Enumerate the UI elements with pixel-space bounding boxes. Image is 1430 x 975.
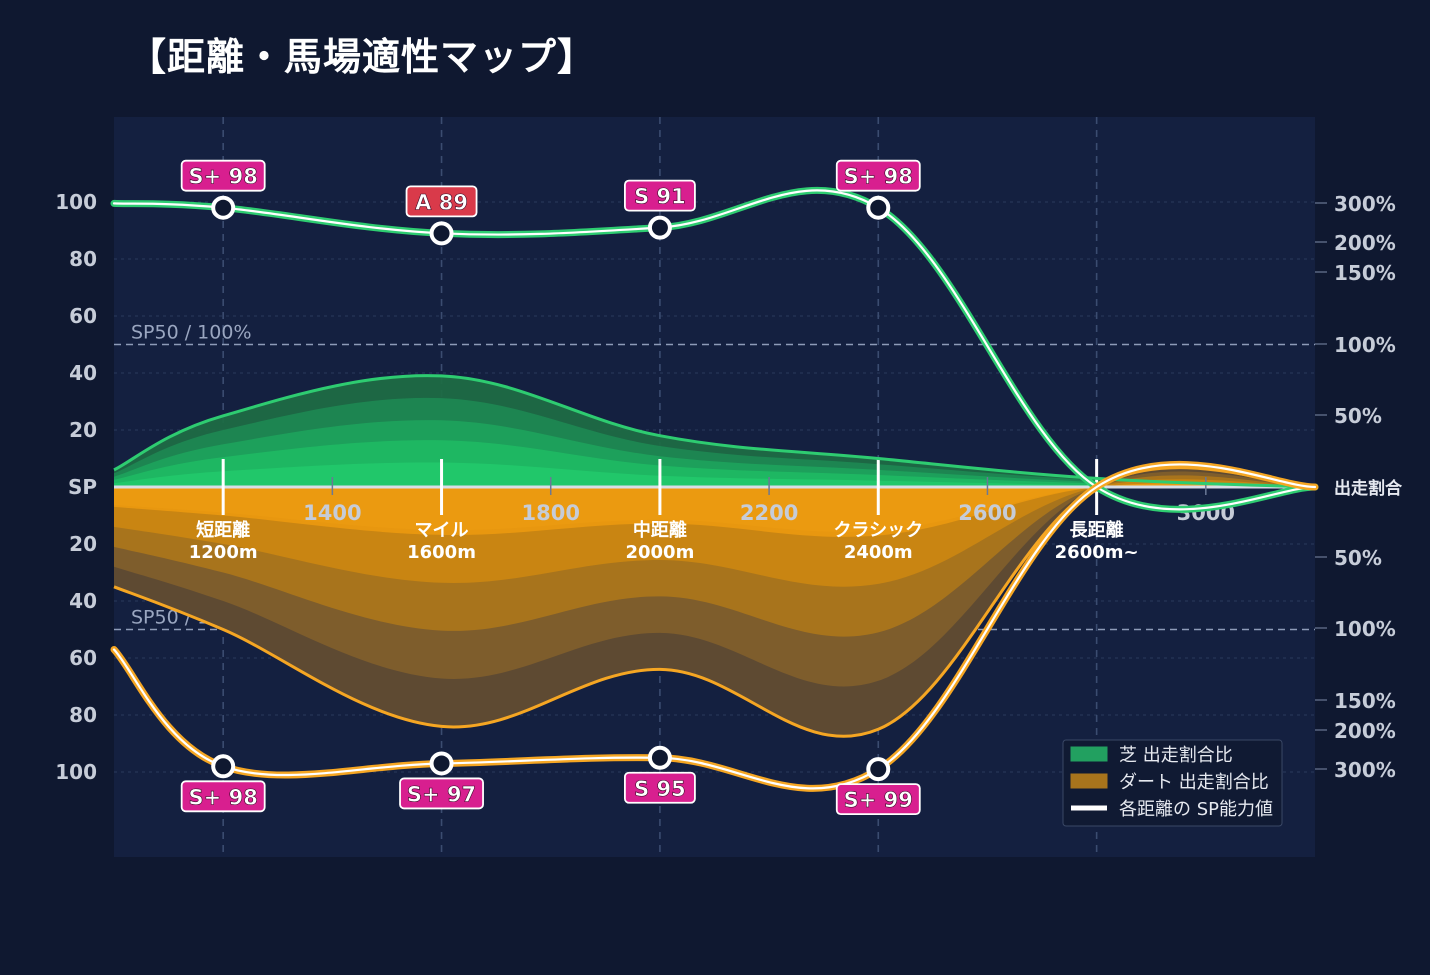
rank-badge-label: S+ 97 — [407, 782, 476, 806]
right-tick-label: 300% — [1334, 758, 1396, 782]
category-distance: 2400m — [844, 542, 913, 563]
rank-badge — [624, 771, 696, 804]
rank-badge — [835, 159, 921, 192]
y-tick-label: 20 — [69, 532, 97, 556]
legend-swatch — [1070, 746, 1108, 762]
page-title: 【距離・馬場適性マップ】 — [128, 35, 597, 79]
right-tick-label: 150% — [1334, 689, 1396, 713]
right-tick-label: 50% — [1334, 546, 1382, 570]
rank-badge-label: S 91 — [634, 185, 686, 209]
legend-label: ダート 出走割合比 — [1119, 772, 1269, 793]
legend-label: 芝 出走割合比 — [1119, 745, 1233, 766]
sp-point — [647, 745, 672, 770]
y-tick-label: 40 — [69, 361, 97, 385]
rank-badge — [624, 179, 696, 212]
sp-point — [429, 221, 454, 246]
legend-label: 各距離の SP能力値 — [1119, 799, 1273, 820]
rank-badge-label: S+ 99 — [844, 788, 913, 812]
sp-point — [211, 195, 236, 220]
rank-badge-label: A 89 — [415, 190, 468, 214]
y-tick-label: 40 — [69, 589, 97, 613]
category-name: 短距離 — [196, 519, 250, 541]
legend-box — [1062, 739, 1283, 827]
right-tick-label: 300% — [1334, 192, 1396, 216]
sp-point — [866, 195, 891, 220]
x-tick-label: 2200 — [740, 501, 798, 525]
rank-badge — [835, 783, 921, 816]
ref-line-label: SP50 / 100% — [131, 322, 252, 344]
rank-badge — [399, 777, 484, 810]
rank-badge — [405, 185, 478, 218]
rank-badge-label: S+ 98 — [189, 785, 258, 809]
turf-share-outline — [113, 374, 1316, 489]
right-tick-label: 100% — [1334, 333, 1396, 357]
right-tick-label: 150% — [1334, 261, 1396, 285]
rank-badge-label: S 95 — [634, 777, 686, 801]
category-name: マイル — [415, 520, 469, 541]
category-distance: 1200m — [189, 542, 258, 563]
right-tick-label: 50% — [1334, 404, 1382, 428]
category-name: 長距離 — [1070, 519, 1124, 541]
sp-point — [429, 751, 454, 776]
y-tick-label: 20 — [69, 418, 97, 442]
x-tick-label: 1800 — [522, 501, 580, 525]
x-tick-label: 2600 — [958, 501, 1016, 525]
rank-badge — [180, 780, 266, 813]
category-distance: 2600m~ — [1055, 542, 1139, 563]
sp-line — [112, 463, 1317, 790]
sp-point — [647, 215, 672, 240]
right-tick-label: 100% — [1334, 617, 1396, 641]
y-center-label: SP — [68, 475, 97, 499]
category-name: クラシック — [833, 520, 923, 541]
y-tick-label: 100 — [55, 190, 97, 214]
legend-swatch — [1070, 773, 1108, 789]
y-tick-label: 60 — [69, 304, 97, 328]
rank-badge — [180, 159, 266, 192]
rank-badge-label: S+ 98 — [189, 165, 258, 189]
category-name: 中距離 — [633, 519, 687, 541]
category-distance: 2000m — [625, 542, 694, 563]
category-distance: 1600m — [407, 542, 476, 563]
y-tick-label: 60 — [69, 646, 97, 670]
dirt-area-core — [114, 483, 1315, 532]
y-tick-label: 100 — [55, 760, 97, 784]
sp-point — [211, 754, 236, 779]
sp-point — [866, 757, 891, 782]
y-tick-label: 80 — [69, 247, 97, 271]
y-tick-label: 80 — [69, 703, 97, 727]
right-tick-label: 200% — [1334, 231, 1396, 255]
x-tick-label: 1400 — [303, 501, 361, 525]
right-axis-label: 出走割合 — [1334, 478, 1403, 499]
rank-badge-label: S+ 98 — [844, 165, 913, 189]
turf-area-band — [114, 462, 1315, 487]
right-tick-label: 200% — [1334, 719, 1396, 743]
